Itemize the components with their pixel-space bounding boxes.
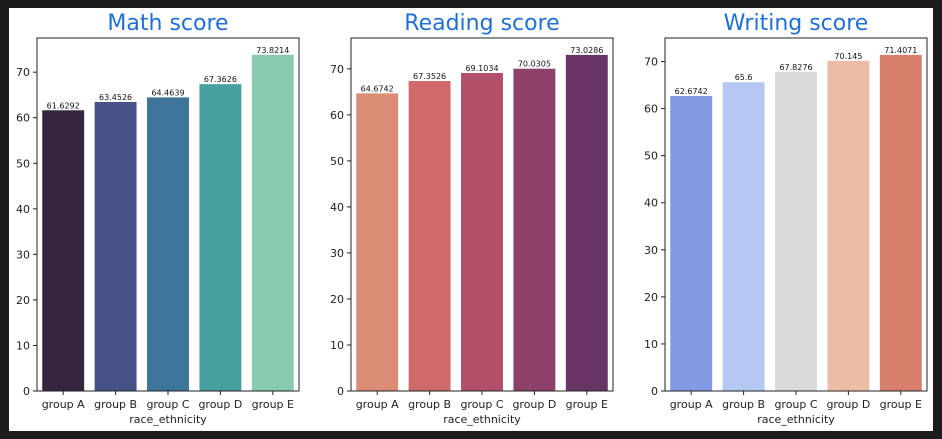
data-label: 67.3626 — [204, 75, 237, 84]
y-tick-label: 10 — [330, 339, 344, 352]
y-tick-label: 50 — [644, 150, 658, 163]
data-label: 64.6742 — [361, 84, 394, 93]
y-tick-label: 10 — [16, 339, 30, 352]
data-label: 73.8214 — [256, 46, 289, 55]
chart-title: Math score — [107, 11, 228, 36]
y-tick-label: 20 — [330, 293, 344, 306]
bar — [827, 60, 870, 392]
y-tick-label: 40 — [330, 201, 344, 214]
bar-charts-panel: Math score 0 10 20 30 40 50 60 70 61.6292 group A 6… — [16, 11, 928, 426]
x-axis-label: race_ethnicity — [129, 413, 207, 426]
y-tick-label: 70 — [16, 66, 30, 79]
x-tick-label: group E — [880, 398, 922, 411]
chart-title: Writing score — [724, 11, 869, 36]
data-label: 73.0286 — [570, 46, 603, 55]
y-tick-label: 70 — [330, 63, 344, 76]
data-label: 62.6742 — [675, 87, 708, 96]
data-label: 67.3526 — [413, 72, 446, 81]
bar — [356, 93, 399, 392]
y-tick-label: 30 — [16, 248, 30, 261]
x-axis-label: race_ethnicity — [443, 413, 521, 426]
data-label: 64.4639 — [151, 88, 184, 97]
x-tick-label: group A — [42, 398, 85, 411]
y-tick-label: 60 — [644, 103, 658, 116]
x-tick-label: group C — [774, 398, 817, 411]
x-tick-label: group D — [512, 398, 556, 411]
bar — [670, 96, 713, 392]
y-tick-label: 70 — [644, 56, 658, 69]
data-label: 63.4526 — [99, 93, 132, 102]
bar — [879, 54, 922, 391]
axes-frame — [350, 37, 614, 392]
x-tick-label: group A — [670, 398, 713, 411]
y-tick-label: 50 — [330, 155, 344, 168]
y-tick-label: 50 — [16, 157, 30, 170]
x-tick-label: group C — [146, 398, 189, 411]
y-tick-label: 60 — [330, 109, 344, 122]
y-tick-label: 20 — [16, 294, 30, 307]
x-axis-label: race_ethnicity — [757, 413, 835, 426]
bar — [94, 101, 137, 391]
bar — [147, 97, 189, 392]
bar — [565, 54, 608, 391]
bar — [251, 54, 294, 391]
y-tick-label: 30 — [330, 247, 344, 260]
y-tick-label: 40 — [644, 197, 658, 210]
x-tick-label: group A — [356, 398, 399, 411]
x-tick-label: group B — [94, 398, 137, 411]
x-tick-label: group D — [198, 398, 242, 411]
y-tick-label: 30 — [644, 244, 658, 257]
bar — [42, 110, 85, 391]
y-tick-label: 0 — [337, 385, 344, 398]
bar — [199, 84, 242, 391]
figure: Math score 0 10 20 30 40 50 60 70 61.6292 group A 6… — [9, 8, 933, 431]
data-label: 65.6 — [735, 73, 753, 82]
y-tick-label: 40 — [16, 203, 30, 216]
bar — [775, 71, 817, 392]
y-tick-label: 60 — [16, 112, 30, 125]
axes-frame — [664, 37, 928, 392]
bar — [461, 72, 503, 391]
chart-title: Reading score — [404, 11, 559, 36]
data-label: 70.0305 — [518, 60, 551, 69]
data-label: 71.4071 — [884, 46, 917, 55]
x-tick-label: group E — [252, 398, 294, 411]
x-tick-label: group B — [722, 398, 765, 411]
bar — [408, 81, 451, 392]
axes-frame — [36, 37, 300, 392]
y-tick-label: 0 — [651, 385, 658, 398]
x-tick-label: group C — [460, 398, 503, 411]
x-tick-label: group D — [826, 398, 870, 411]
data-label: 61.6292 — [47, 101, 80, 110]
x-tick-label: group E — [566, 398, 608, 411]
data-label: 69.1034 — [465, 64, 498, 73]
y-tick-label: 0 — [23, 385, 30, 398]
data-label: 67.8276 — [779, 63, 812, 72]
bar — [722, 82, 765, 391]
x-tick-label: group B — [408, 398, 451, 411]
y-tick-label: 20 — [644, 291, 658, 304]
bar — [513, 68, 556, 392]
y-tick-label: 10 — [644, 338, 658, 351]
data-label: 70.145 — [834, 52, 862, 61]
